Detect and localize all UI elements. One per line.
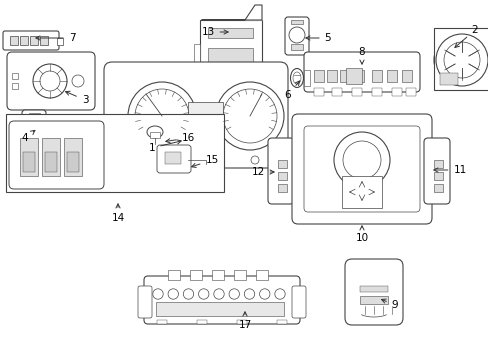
FancyBboxPatch shape — [104, 62, 287, 168]
Bar — [353, 70, 363, 82]
Bar — [351, 88, 361, 96]
Bar — [20, 36, 28, 45]
Bar — [10, 36, 18, 45]
Bar — [194, 44, 200, 62]
Bar — [313, 88, 324, 96]
Text: 12: 12 — [251, 167, 274, 177]
Bar — [346, 68, 361, 84]
Bar — [278, 184, 286, 192]
Bar — [391, 88, 401, 96]
Text: 7: 7 — [36, 33, 75, 43]
Text: 8: 8 — [358, 47, 365, 64]
FancyBboxPatch shape — [3, 31, 59, 50]
FancyBboxPatch shape — [304, 126, 419, 212]
Bar — [433, 28, 488, 90]
Bar — [212, 72, 231, 78]
Bar — [190, 270, 202, 280]
Text: 14: 14 — [111, 204, 124, 223]
Bar — [45, 152, 57, 172]
Bar — [156, 302, 284, 316]
Bar — [256, 270, 267, 280]
Bar — [164, 152, 181, 164]
Text: 16: 16 — [165, 133, 194, 143]
Bar — [371, 70, 381, 82]
FancyBboxPatch shape — [22, 110, 46, 141]
Bar — [290, 44, 303, 50]
FancyBboxPatch shape — [157, 145, 191, 173]
Bar — [331, 88, 341, 96]
Bar — [290, 20, 303, 24]
Bar — [401, 70, 411, 82]
Text: 5: 5 — [305, 33, 331, 43]
Bar — [276, 320, 286, 324]
FancyBboxPatch shape — [291, 114, 431, 224]
Bar — [207, 28, 252, 38]
Bar — [29, 113, 40, 117]
FancyBboxPatch shape — [423, 138, 449, 204]
Bar — [326, 70, 336, 82]
FancyBboxPatch shape — [285, 17, 308, 55]
Bar — [67, 152, 79, 172]
Bar — [278, 160, 286, 168]
FancyBboxPatch shape — [345, 259, 402, 325]
Bar — [197, 320, 206, 324]
Bar — [42, 138, 60, 176]
Bar — [64, 138, 82, 176]
Bar — [168, 270, 180, 280]
Bar — [187, 102, 223, 130]
Text: 10: 10 — [355, 226, 368, 243]
FancyBboxPatch shape — [138, 286, 152, 318]
Bar — [12, 83, 18, 89]
Bar — [339, 70, 349, 82]
Text: 2: 2 — [454, 25, 477, 48]
Bar — [212, 270, 224, 280]
Bar — [6, 114, 224, 192]
Bar — [433, 172, 442, 180]
Bar — [237, 320, 246, 324]
Bar — [234, 270, 245, 280]
Text: 13: 13 — [201, 27, 228, 37]
Bar — [29, 120, 40, 130]
Bar — [40, 36, 48, 45]
Text: 3: 3 — [65, 91, 88, 105]
Bar — [150, 132, 160, 138]
Bar — [359, 296, 387, 304]
Bar — [30, 36, 38, 45]
Text: 15: 15 — [191, 155, 218, 167]
Bar — [12, 73, 18, 79]
Bar — [20, 138, 38, 176]
Text: 1: 1 — [148, 140, 181, 153]
FancyBboxPatch shape — [304, 52, 419, 92]
FancyBboxPatch shape — [291, 286, 305, 318]
Bar — [439, 73, 457, 85]
Bar — [359, 286, 387, 292]
FancyBboxPatch shape — [267, 138, 293, 204]
Bar — [57, 38, 63, 45]
Text: 17: 17 — [238, 312, 251, 330]
Bar — [157, 320, 167, 324]
Text: 9: 9 — [381, 299, 398, 310]
Bar — [433, 160, 442, 168]
Bar — [278, 172, 286, 180]
FancyBboxPatch shape — [143, 276, 299, 324]
Bar — [23, 152, 35, 172]
FancyBboxPatch shape — [7, 52, 95, 110]
Bar — [341, 176, 381, 208]
Bar — [433, 184, 442, 192]
Bar — [371, 88, 381, 96]
Text: 4: 4 — [21, 130, 35, 143]
Bar — [200, 20, 262, 72]
Text: 11: 11 — [433, 165, 466, 175]
Text: 6: 6 — [284, 81, 299, 100]
Bar — [313, 70, 324, 82]
Bar — [207, 48, 252, 62]
Bar — [405, 88, 415, 96]
Polygon shape — [202, 5, 262, 20]
Bar — [304, 70, 309, 86]
Bar — [386, 70, 396, 82]
FancyBboxPatch shape — [9, 121, 104, 189]
